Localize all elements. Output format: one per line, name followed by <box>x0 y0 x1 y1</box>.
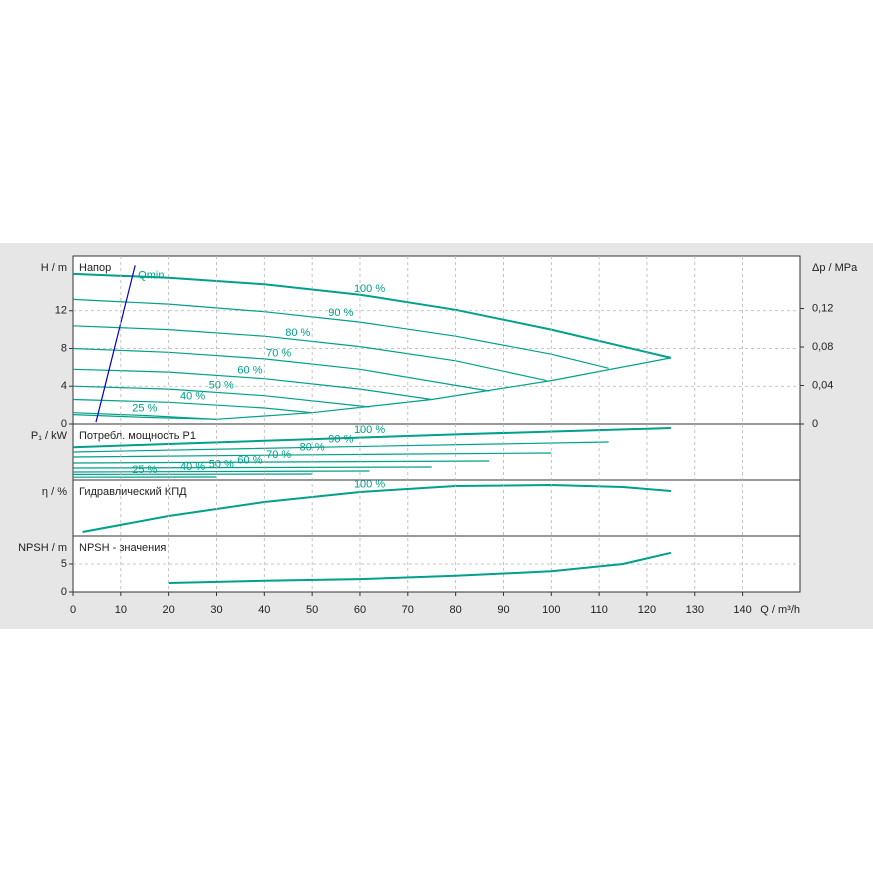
y2-axis-label: Δp / MPa <box>812 262 858 274</box>
curve <box>72 441 609 453</box>
curve <box>82 483 671 533</box>
curve-label: Qmin <box>138 269 164 281</box>
curve-label: 70 % <box>266 449 291 461</box>
y2-tick-label: 0 <box>812 418 818 430</box>
curve <box>72 460 490 464</box>
curve-label: 60 % <box>237 454 262 466</box>
x-tick-label: 80 <box>450 604 462 616</box>
x-tick-label: 10 <box>115 604 127 616</box>
panel-label: NPSH - значения <box>79 542 166 554</box>
curve-label: 100 % <box>354 283 385 295</box>
x-tick-label: 120 <box>638 604 656 616</box>
x-tick-label: 70 <box>402 604 414 616</box>
y-axis-label: P₁ / kW <box>31 430 68 442</box>
y2-tick-label: 0,08 <box>812 341 833 353</box>
panel-label: Напор <box>79 262 111 274</box>
x-axis-label: Q / m³/h <box>760 604 800 616</box>
y-tick-label: 0 <box>61 586 67 598</box>
curve-label: 100 % <box>354 424 385 436</box>
curve-label: 80 % <box>300 442 325 454</box>
curve <box>72 412 217 420</box>
curve-label: 60 % <box>237 365 262 377</box>
y-axis-label: η / % <box>42 486 67 498</box>
curve-label: 100 % <box>354 478 385 490</box>
curve-label: 25 % <box>132 402 157 414</box>
y-tick-label: 12 <box>55 305 67 317</box>
curve <box>72 466 432 469</box>
x-tick-label: 0 <box>70 604 76 616</box>
curve <box>168 551 672 584</box>
curve-label: 90 % <box>328 307 353 319</box>
y-tick-label: 4 <box>61 380 67 392</box>
curve-label: 40 % <box>180 391 205 403</box>
x-tick-label: 30 <box>210 604 222 616</box>
curve-label: 80 % <box>285 327 310 339</box>
x-tick-label: 90 <box>497 604 509 616</box>
panel-label: Гидравлический КПД <box>79 486 187 498</box>
x-tick-label: 140 <box>733 604 751 616</box>
curve-label: 40 % <box>180 461 205 473</box>
y2-tick-label: 0,04 <box>812 379 833 391</box>
x-tick-label: 50 <box>306 604 318 616</box>
y-tick-label: 8 <box>61 342 67 354</box>
y-tick-label: 5 <box>61 558 67 570</box>
x-tick-label: 20 <box>163 604 175 616</box>
y-tick-label: 0 <box>61 418 67 430</box>
curve-label: 70 % <box>266 347 291 359</box>
curve <box>95 265 136 423</box>
curve-label: 50 % <box>209 458 234 470</box>
panel-label: Потребл. мощность P1 <box>79 430 196 442</box>
y2-tick-label: 0,12 <box>812 302 833 314</box>
x-tick-label: 130 <box>686 604 704 616</box>
x-tick-label: 60 <box>354 604 366 616</box>
curve <box>72 385 370 408</box>
y-axis-label: NPSH / m <box>18 542 67 554</box>
x-tick-label: 40 <box>258 604 270 616</box>
curve-label: 25 % <box>132 464 157 476</box>
x-tick-label: 110 <box>590 604 608 616</box>
curve-label: 90 % <box>328 434 353 446</box>
curve <box>72 470 370 473</box>
y-axis-label: H / m <box>41 262 67 274</box>
curve-label: 50 % <box>209 380 234 392</box>
x-tick-label: 100 <box>542 604 560 616</box>
